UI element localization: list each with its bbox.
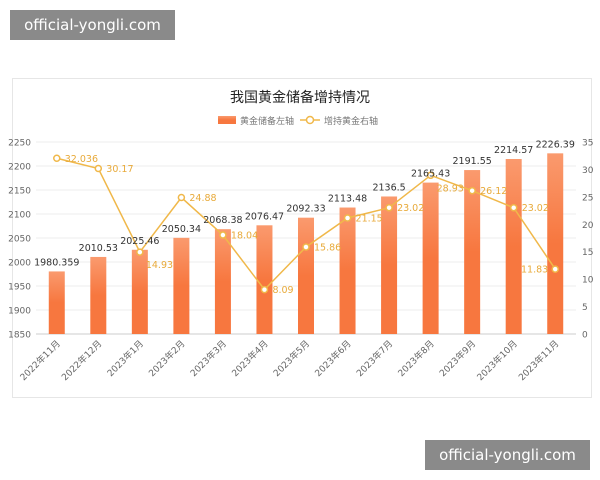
line-data-label: 11.83 xyxy=(521,265,548,276)
bar xyxy=(131,249,148,334)
bar xyxy=(214,229,231,334)
bar xyxy=(90,256,107,334)
left-axis-tick-label: 1950 xyxy=(8,283,31,293)
line-point xyxy=(509,203,518,212)
x-axis-tick-label: 2022年11月 xyxy=(17,338,63,384)
left-axis-tick-label: 2000 xyxy=(8,259,31,269)
bar-data-label: 2136.5 xyxy=(372,182,405,193)
left-axis-tick-label: 2200 xyxy=(8,163,31,173)
line-data-label: 23.02 xyxy=(522,203,549,214)
line-data-label: 28.93 xyxy=(437,183,464,194)
bar xyxy=(464,170,481,334)
chart-title: 我国黄金储备增持情况 xyxy=(230,89,370,106)
line-point xyxy=(219,231,227,239)
line-data-label: 18.04 xyxy=(231,231,258,242)
x-axis-tick-label: 2023年2月 xyxy=(146,338,187,379)
line-point xyxy=(302,243,310,251)
bar-data-label: 2068.38 xyxy=(203,215,242,226)
left-axis-tick-label: 1900 xyxy=(8,307,31,317)
bar-data-label: 2010.53 xyxy=(79,243,118,254)
right-axis-tick-label: 0 xyxy=(582,331,588,341)
left-axis-tick-label: 2250 xyxy=(8,139,31,149)
bar xyxy=(422,182,439,334)
watermark: official-yongli.com xyxy=(10,10,175,40)
x-axis-tick-label: 2023年9月 xyxy=(437,338,478,379)
x-axis-tick-label: 2023年1月 xyxy=(105,338,146,379)
legend-bar-label: 黄金储备左轴 xyxy=(240,115,294,127)
line-point xyxy=(468,186,476,195)
right-axis-tick-label: 10 xyxy=(582,276,594,286)
line-point xyxy=(343,214,352,222)
right-axis-tick-label: 30 xyxy=(582,166,594,176)
right-axis-tick-label: 15 xyxy=(582,248,593,258)
line-data-label: 14.93 xyxy=(146,260,173,271)
bar xyxy=(505,159,522,334)
line-point xyxy=(551,265,559,273)
left-axis-tick-label: 2050 xyxy=(8,235,31,245)
left-axis-tick-label: 2100 xyxy=(8,211,31,221)
x-axis-tick-label: 2023年11月 xyxy=(516,338,562,384)
bar-data-label: 2050.34 xyxy=(162,224,201,235)
line-data-label: 8.09 xyxy=(272,285,293,296)
watermark: official-yongli.com xyxy=(425,440,590,470)
bar xyxy=(298,217,314,334)
x-axis-tick-label: 2023年5月 xyxy=(271,338,312,379)
bar-data-label: 2113.48 xyxy=(328,194,367,205)
bar-data-label: 2165.43 xyxy=(411,169,450,180)
bar-data-label: 2214.57 xyxy=(494,145,533,156)
x-axis-tick-label: 2022年12月 xyxy=(59,338,105,384)
left-axis-tick-label: 1850 xyxy=(8,331,31,341)
right-axis-tick-label: 20 xyxy=(582,221,594,231)
bar xyxy=(48,271,65,334)
bar xyxy=(256,225,273,334)
line-data-label: 26.12 xyxy=(480,186,507,197)
right-axis-tick-label: 25 xyxy=(582,193,593,203)
legend-bar-swatch xyxy=(218,116,236,124)
line-data-label: 21.15 xyxy=(356,213,383,224)
bar-data-label: 2025.46 xyxy=(120,236,159,247)
line-point xyxy=(177,193,186,202)
x-axis-tick-label: 2023年7月 xyxy=(354,338,395,379)
line-data-label: 24.88 xyxy=(189,193,216,204)
bar xyxy=(547,153,564,334)
x-axis-tick-label: 2023年6月 xyxy=(312,338,353,379)
left-axis-tick-label: 2150 xyxy=(8,187,31,197)
bar-data-label: 1980.359 xyxy=(34,257,79,268)
line-point xyxy=(426,171,435,180)
right-axis-tick-label: 35 xyxy=(582,139,593,149)
line-data-label: 30.17 xyxy=(106,164,133,175)
bar-data-label: 2191.55 xyxy=(453,156,492,167)
line-point xyxy=(385,203,393,212)
bar xyxy=(381,196,398,334)
bar-data-label: 2076.47 xyxy=(245,211,284,222)
line-point xyxy=(136,248,144,256)
line-point xyxy=(260,285,269,294)
legend-line-label: 增持黄金右轴 xyxy=(324,115,378,127)
bar-data-label: 2226.39 xyxy=(536,139,575,150)
line-data-label: 15.86 xyxy=(314,242,341,253)
line-point xyxy=(53,154,61,163)
legend: 黄金储备左轴 增持黄金右轴 xyxy=(218,115,378,127)
line-point xyxy=(94,164,103,173)
right-axis-tick-label: 5 xyxy=(582,303,588,313)
line-data-label: 32.036 xyxy=(65,154,98,165)
x-axis-tick-label: 2023年4月 xyxy=(229,338,270,379)
bar xyxy=(339,207,356,334)
bar-data-label: 2092.33 xyxy=(286,204,325,215)
x-axis-tick-label: 2023年10月 xyxy=(474,338,520,384)
line-data-label: 23.02 xyxy=(397,203,424,214)
x-axis-tick-label: 2023年3月 xyxy=(188,338,229,379)
legend-line-marker xyxy=(305,115,315,125)
bar xyxy=(173,237,190,334)
x-axis-tick-label: 2023年8月 xyxy=(395,338,436,379)
